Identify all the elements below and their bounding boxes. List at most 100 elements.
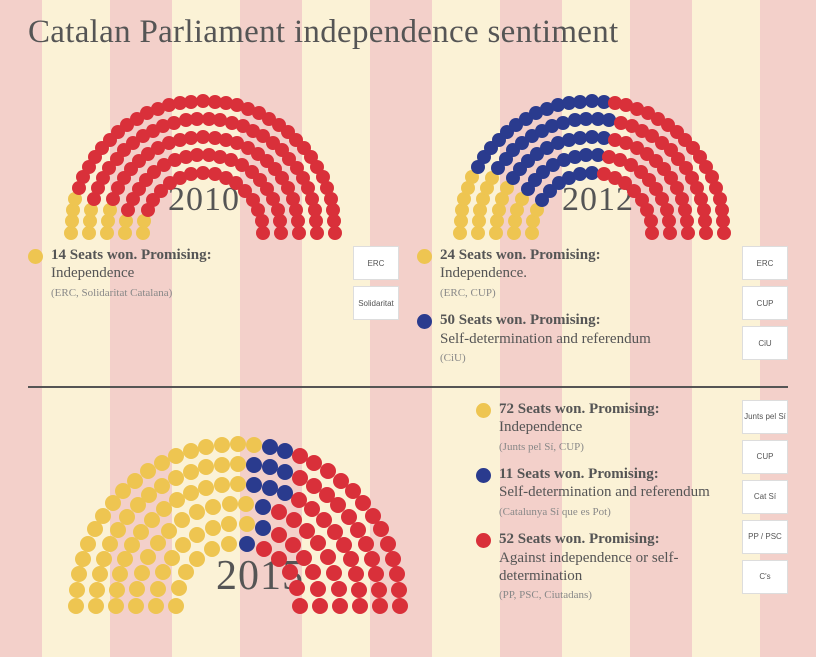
seat-dot xyxy=(183,485,199,501)
seat-dot xyxy=(312,598,328,614)
seat-dot xyxy=(161,523,177,539)
seat-dot xyxy=(352,598,368,614)
seat-dot xyxy=(277,443,293,459)
seat-dot xyxy=(198,439,214,455)
seat-dot xyxy=(117,551,133,567)
seat-dot xyxy=(214,437,230,453)
seat-dot xyxy=(183,464,199,480)
hemicycle-2015: 2015 xyxy=(28,400,458,615)
seat-dot xyxy=(168,470,184,486)
seat-dot xyxy=(175,537,191,553)
panel-2015-legend: Junts pel SíCUPCat SíPP / PSCC's 72 Seat… xyxy=(476,394,788,617)
seat-dot xyxy=(348,566,364,582)
seat-dot xyxy=(171,580,187,596)
seat-dot xyxy=(717,226,731,240)
seat-dot xyxy=(262,459,278,475)
seat-dot xyxy=(389,566,405,582)
seat-dot xyxy=(230,436,246,452)
seat-dot xyxy=(371,582,387,598)
legend-2015: Junts pel SíCUPCat SíPP / PSCC's 72 Seat… xyxy=(476,400,788,604)
seat-dot xyxy=(134,565,150,581)
seat-dot xyxy=(246,477,262,493)
party-logo: Cat Sí xyxy=(742,480,788,514)
seat-dot xyxy=(119,509,135,525)
seat-dot xyxy=(368,566,384,582)
seat-dot xyxy=(69,582,85,598)
legend-bullet xyxy=(476,468,491,483)
seat-dot xyxy=(89,582,105,598)
divider xyxy=(28,386,788,388)
seat-dot xyxy=(198,480,214,496)
seat-dot xyxy=(239,536,255,552)
seat-dot xyxy=(351,582,367,598)
seat-dot xyxy=(68,598,84,614)
legend-2012: ERCCUPCiU 24 Seats won. Promising:Indepe… xyxy=(417,246,788,366)
seat-dot xyxy=(507,226,521,240)
seat-dot xyxy=(471,226,485,240)
seat-dot xyxy=(310,581,326,597)
seat-dot xyxy=(489,226,503,240)
legend-item: 14 Seats won. Promising:Independence(ERC… xyxy=(28,246,329,301)
seat-dot xyxy=(136,226,150,240)
seat-dot xyxy=(364,551,380,567)
seat-dot xyxy=(391,582,407,598)
party-logos-2012: ERCCUPCiU xyxy=(742,246,788,360)
seat-dot xyxy=(239,516,255,532)
party-logo: Solidaritat xyxy=(353,286,399,320)
seat-dot xyxy=(271,551,287,567)
seat-dot xyxy=(189,504,205,520)
legend-text: 50 Seats won. Promising:Self-determinati… xyxy=(440,311,651,366)
seat-dot xyxy=(320,549,336,565)
seat-dot xyxy=(128,598,144,614)
legend-item: 52 Seats won. Promising:Against independ… xyxy=(476,530,718,604)
seat-dot xyxy=(246,457,262,473)
seat-dot xyxy=(274,226,288,240)
seat-dot xyxy=(681,226,695,240)
seat-dot xyxy=(164,550,180,566)
seat-dot xyxy=(246,437,262,453)
party-logo: ERC xyxy=(742,246,788,280)
seat-dot xyxy=(343,551,359,567)
panel-2012: 2012 ERCCUPCiU 24 Seats won. Promising:I… xyxy=(417,61,788,376)
seat-dot xyxy=(230,456,246,472)
party-logos-2010: ERCSolidaritat xyxy=(353,246,399,320)
legend-bullet xyxy=(28,249,43,264)
seat-dot xyxy=(87,521,103,537)
seat-dot xyxy=(183,443,199,459)
seat-dot xyxy=(525,226,539,240)
seat-dot xyxy=(129,581,145,597)
seat-dot xyxy=(205,520,221,536)
seat-dot xyxy=(102,536,118,552)
seat-dot xyxy=(292,598,308,614)
seat-dot xyxy=(109,582,125,598)
hemicycle-2012: 2012 xyxy=(417,65,767,240)
seat-dot xyxy=(230,476,246,492)
seat-dot xyxy=(214,457,230,473)
seat-dot xyxy=(663,226,677,240)
seat-dot xyxy=(100,226,114,240)
seat-dot xyxy=(112,566,128,582)
legend-text: 14 Seats won. Promising:Independence(ERC… xyxy=(51,246,212,301)
legend-item: 72 Seats won. Promising:Independence(Jun… xyxy=(476,400,718,455)
seat-dot xyxy=(277,464,293,480)
seat-dot xyxy=(214,477,230,493)
seat-dot xyxy=(699,226,713,240)
seat-dot xyxy=(198,459,214,475)
seat-dot xyxy=(328,226,342,240)
legend-item: 24 Seats won. Promising:Independence.(ER… xyxy=(417,246,718,301)
party-logo: CUP xyxy=(742,440,788,474)
legend-bullet xyxy=(476,403,491,418)
party-logo: CiU xyxy=(742,326,788,360)
seat-dot xyxy=(140,549,156,565)
party-logo: Junts pel Sí xyxy=(742,400,788,434)
seat-dot xyxy=(96,551,112,567)
legend-2010: ERCSolidaritat 14 Seats won. Promising:I… xyxy=(28,246,399,301)
seat-dot xyxy=(645,226,659,240)
seat-dot xyxy=(75,551,91,567)
seat-dot xyxy=(80,536,96,552)
seat-dot xyxy=(148,598,164,614)
seat-dot xyxy=(168,448,184,464)
seat-dot xyxy=(150,535,166,551)
seat-dot xyxy=(155,564,171,580)
seat-dot xyxy=(118,226,132,240)
